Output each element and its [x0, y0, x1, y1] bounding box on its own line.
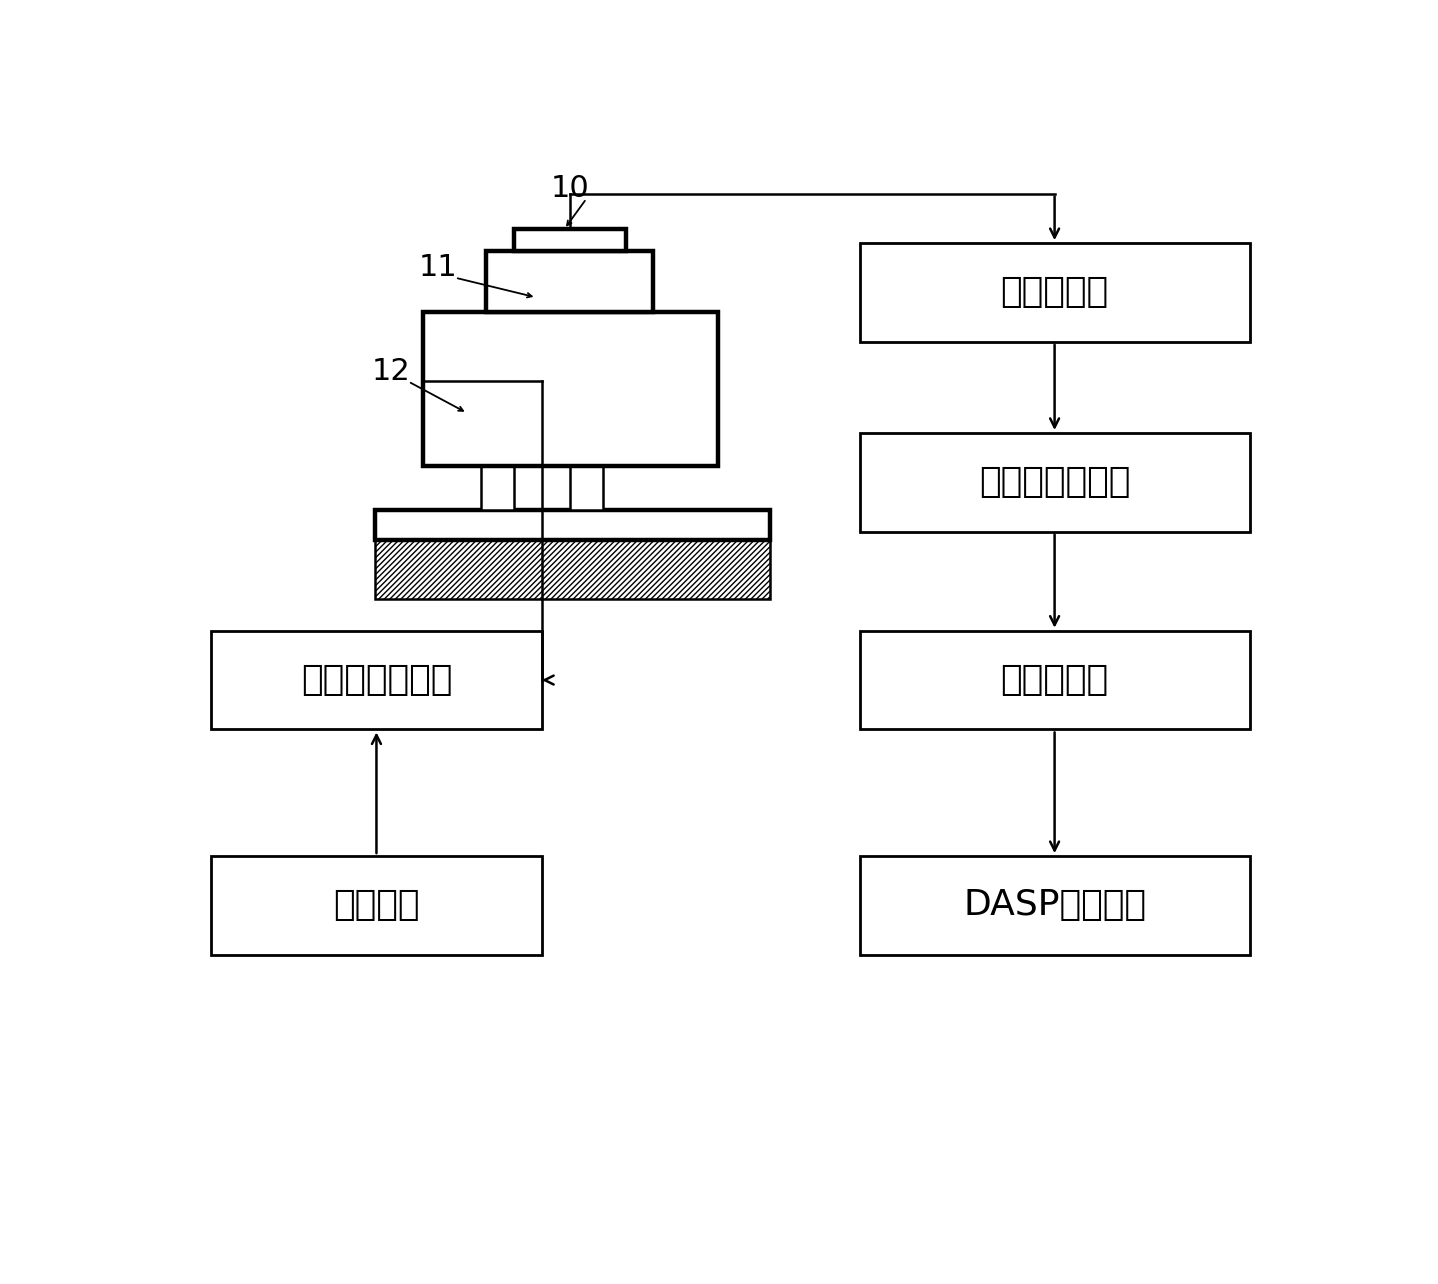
Bar — [860, 856, 1250, 955]
Bar — [860, 630, 1250, 729]
Bar — [860, 243, 1250, 342]
Text: DASP分析系统: DASP分析系统 — [963, 889, 1146, 922]
Bar — [480, 466, 515, 510]
Text: 电荷放大器: 电荷放大器 — [1001, 276, 1109, 309]
Text: 低通抗混滤波器: 低通抗混滤波器 — [979, 465, 1130, 499]
Text: 12: 12 — [372, 357, 411, 386]
Text: 10: 10 — [551, 175, 590, 203]
Bar — [211, 630, 542, 729]
Bar — [375, 539, 771, 598]
Bar — [375, 510, 771, 539]
Text: 11: 11 — [418, 253, 457, 282]
Bar — [860, 433, 1250, 532]
Bar — [569, 466, 604, 510]
Bar — [486, 250, 653, 312]
Bar — [423, 312, 718, 466]
Bar — [211, 856, 542, 955]
Bar — [515, 230, 626, 250]
Text: 信号采集仪: 信号采集仪 — [1001, 663, 1109, 697]
Text: 稳压电源: 稳压电源 — [334, 889, 420, 922]
Text: 直流电压调速器: 直流电压调速器 — [301, 663, 452, 697]
